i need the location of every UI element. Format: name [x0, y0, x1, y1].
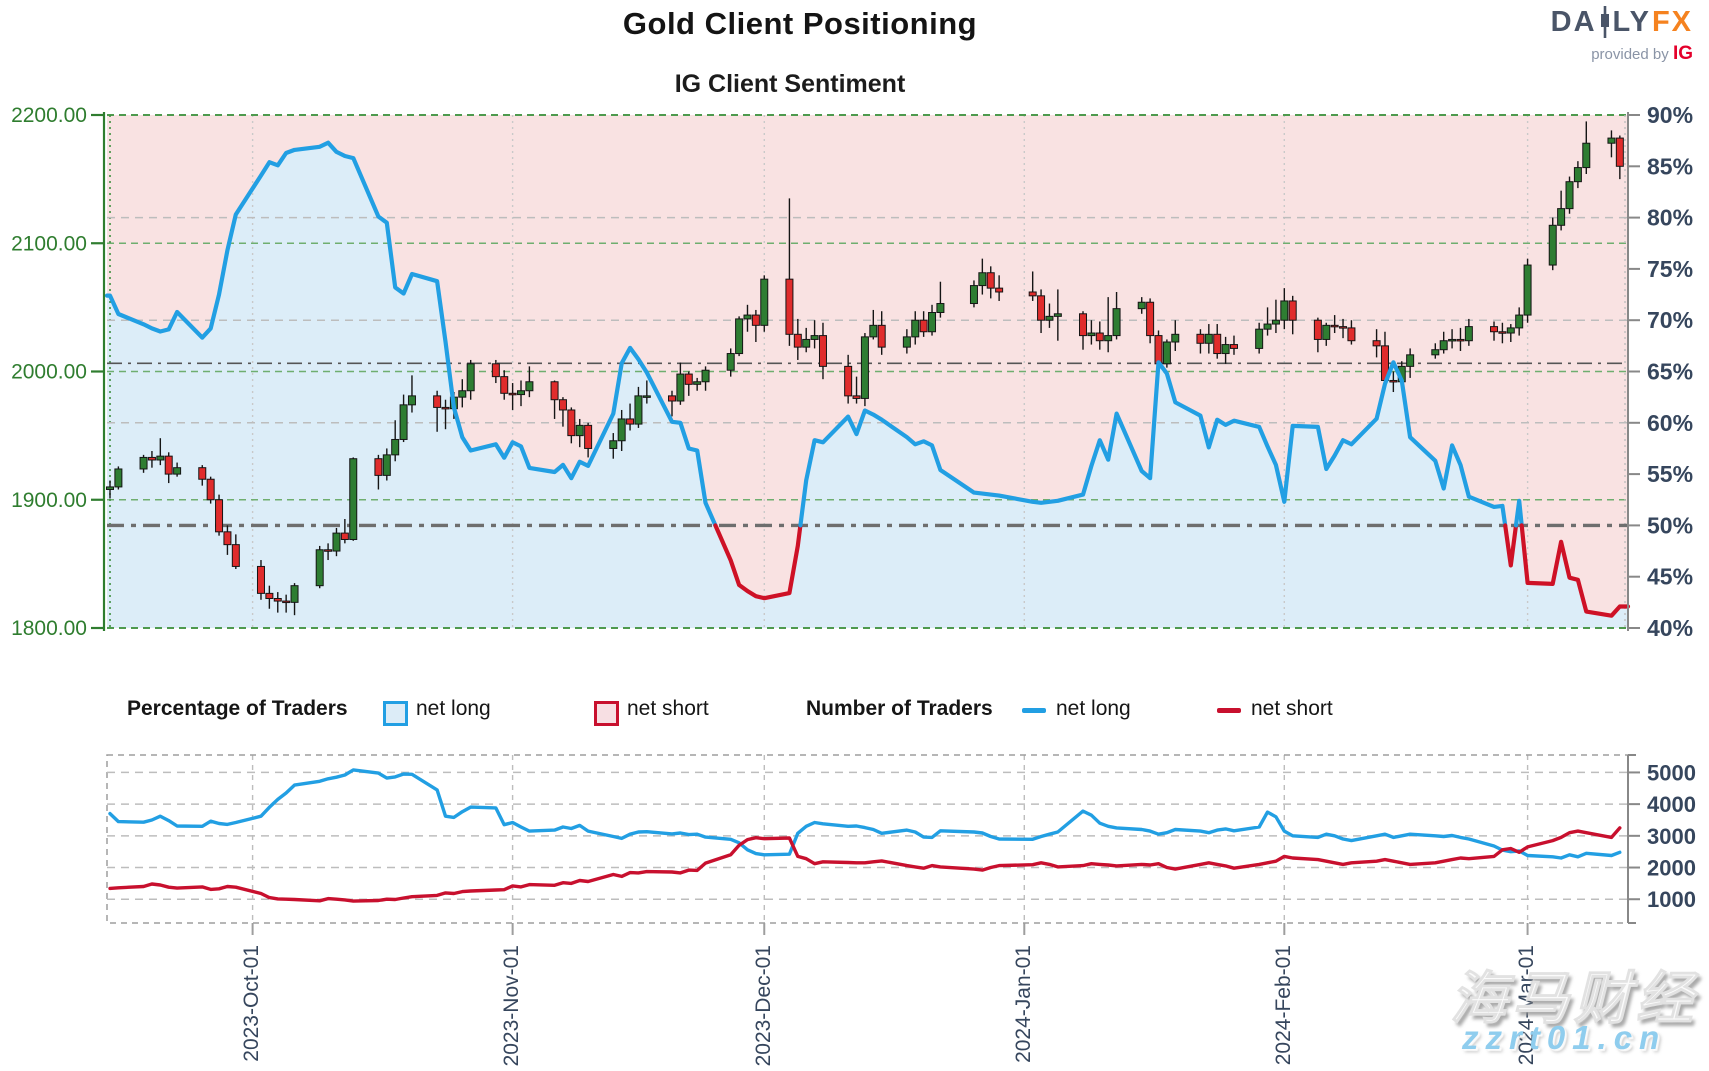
net-long-pct-line-below-50 [1519, 523, 1631, 618]
provided-by-line: provided by IG [1551, 44, 1693, 63]
legend-count-title: Number of Traders [806, 697, 993, 720]
logo-text-ly: LY [1612, 5, 1651, 38]
pct-axis-label: 65% [1647, 359, 1693, 385]
count-axis-label: 4000 [1647, 792, 1696, 817]
date-axis-label: 2023-Dec-01 [752, 945, 775, 1066]
price-axis-label: 1800.00 [11, 617, 87, 640]
legend-net-long-box-icon [383, 701, 408, 726]
net-long-pct-line-below-50 [1503, 523, 1519, 568]
price-axis-label: 2200.00 [11, 104, 87, 127]
pct-axis-label: 80% [1647, 205, 1693, 231]
traders-net-long-line [108, 768, 1622, 860]
legend-net-short-box-icon [594, 701, 619, 726]
logo-text-fx: FX [1651, 5, 1693, 38]
legend-count-net-long-label: net long [1056, 697, 1131, 720]
legend-net-short-line-icon [1217, 708, 1241, 713]
pct-axis-label: 60% [1647, 410, 1693, 436]
count-axis-label: 3000 [1647, 824, 1696, 849]
watermark-url: zzrt01.cn [1462, 1019, 1667, 1056]
net-long-pct-line [104, 140, 718, 528]
price-axis-label: 1900.00 [11, 489, 87, 512]
number-of-traders-panel: 5000 4000 3000 2000 1000 2023-Oct-01 2023-Nov-… [106, 754, 1696, 1066]
date-axis-label: 2024-Feb-01 [1272, 945, 1295, 1065]
net-long-pct-line [1513, 498, 1524, 528]
pct-axis-label: 70% [1647, 307, 1693, 333]
date-axis-label: 2023-Nov-01 [500, 945, 523, 1066]
price-axis-label: 2100.00 [11, 232, 87, 255]
main-price-sentiment-panel: 2200.00 2100.00 2000.00 1900.00 1800.00 90% 85… [11, 102, 1693, 923]
count-axis-label: 1000 [1647, 887, 1696, 912]
net-long-pct-line-below-50 [713, 523, 803, 601]
page-title: Gold Client Positioning [622, 6, 978, 41]
traders-net-short-line [108, 826, 1622, 903]
date-axis-label: 2024-Mar-01 [1515, 945, 1538, 1065]
pct-axis-label: 75% [1647, 256, 1693, 282]
legend-net-long-label: net long [416, 697, 491, 720]
date-axis-label: 2024-Jan-01 [1012, 945, 1035, 1063]
pct-axis-label: 55% [1647, 461, 1693, 487]
count-axis-label: 5000 [1647, 760, 1696, 785]
legend-count-net-short-label: net short [1251, 697, 1333, 720]
legend-net-long-line-icon [1022, 708, 1046, 713]
watermark-chinese: 海马财经 [1450, 967, 1698, 1032]
chart-title: IG Client Sentiment [674, 70, 906, 98]
pct-axis-label: 50% [1647, 512, 1693, 538]
legend-net-short-label: net short [627, 697, 709, 720]
legend-pct-title: Percentage of Traders [127, 697, 348, 720]
date-axis-label: 2023-Oct-01 [240, 945, 263, 1062]
net-long-shaded-area [107, 142, 1628, 628]
pct-axis-label: 45% [1647, 564, 1693, 590]
ig-logo: IG [1672, 43, 1693, 64]
pct-axis-label: 90% [1647, 102, 1693, 128]
provided-by-text: provided by [1591, 46, 1669, 63]
gold-candlesticks [106, 121, 1624, 616]
candlestick-i-icon [1599, 6, 1611, 38]
dailyfx-wordmark: DA LY FX [1551, 6, 1693, 38]
net-long-pct-line [798, 360, 1508, 528]
price-axis-label: 2000.00 [11, 361, 87, 384]
pct-axis-label: 85% [1647, 153, 1693, 179]
dailyfx-logo: DA LY FX provided by IG [1551, 6, 1693, 63]
pct-axis-label: 40% [1647, 615, 1693, 641]
count-axis-label: 2000 [1647, 856, 1696, 881]
logo-text-da: DA [1550, 5, 1597, 38]
